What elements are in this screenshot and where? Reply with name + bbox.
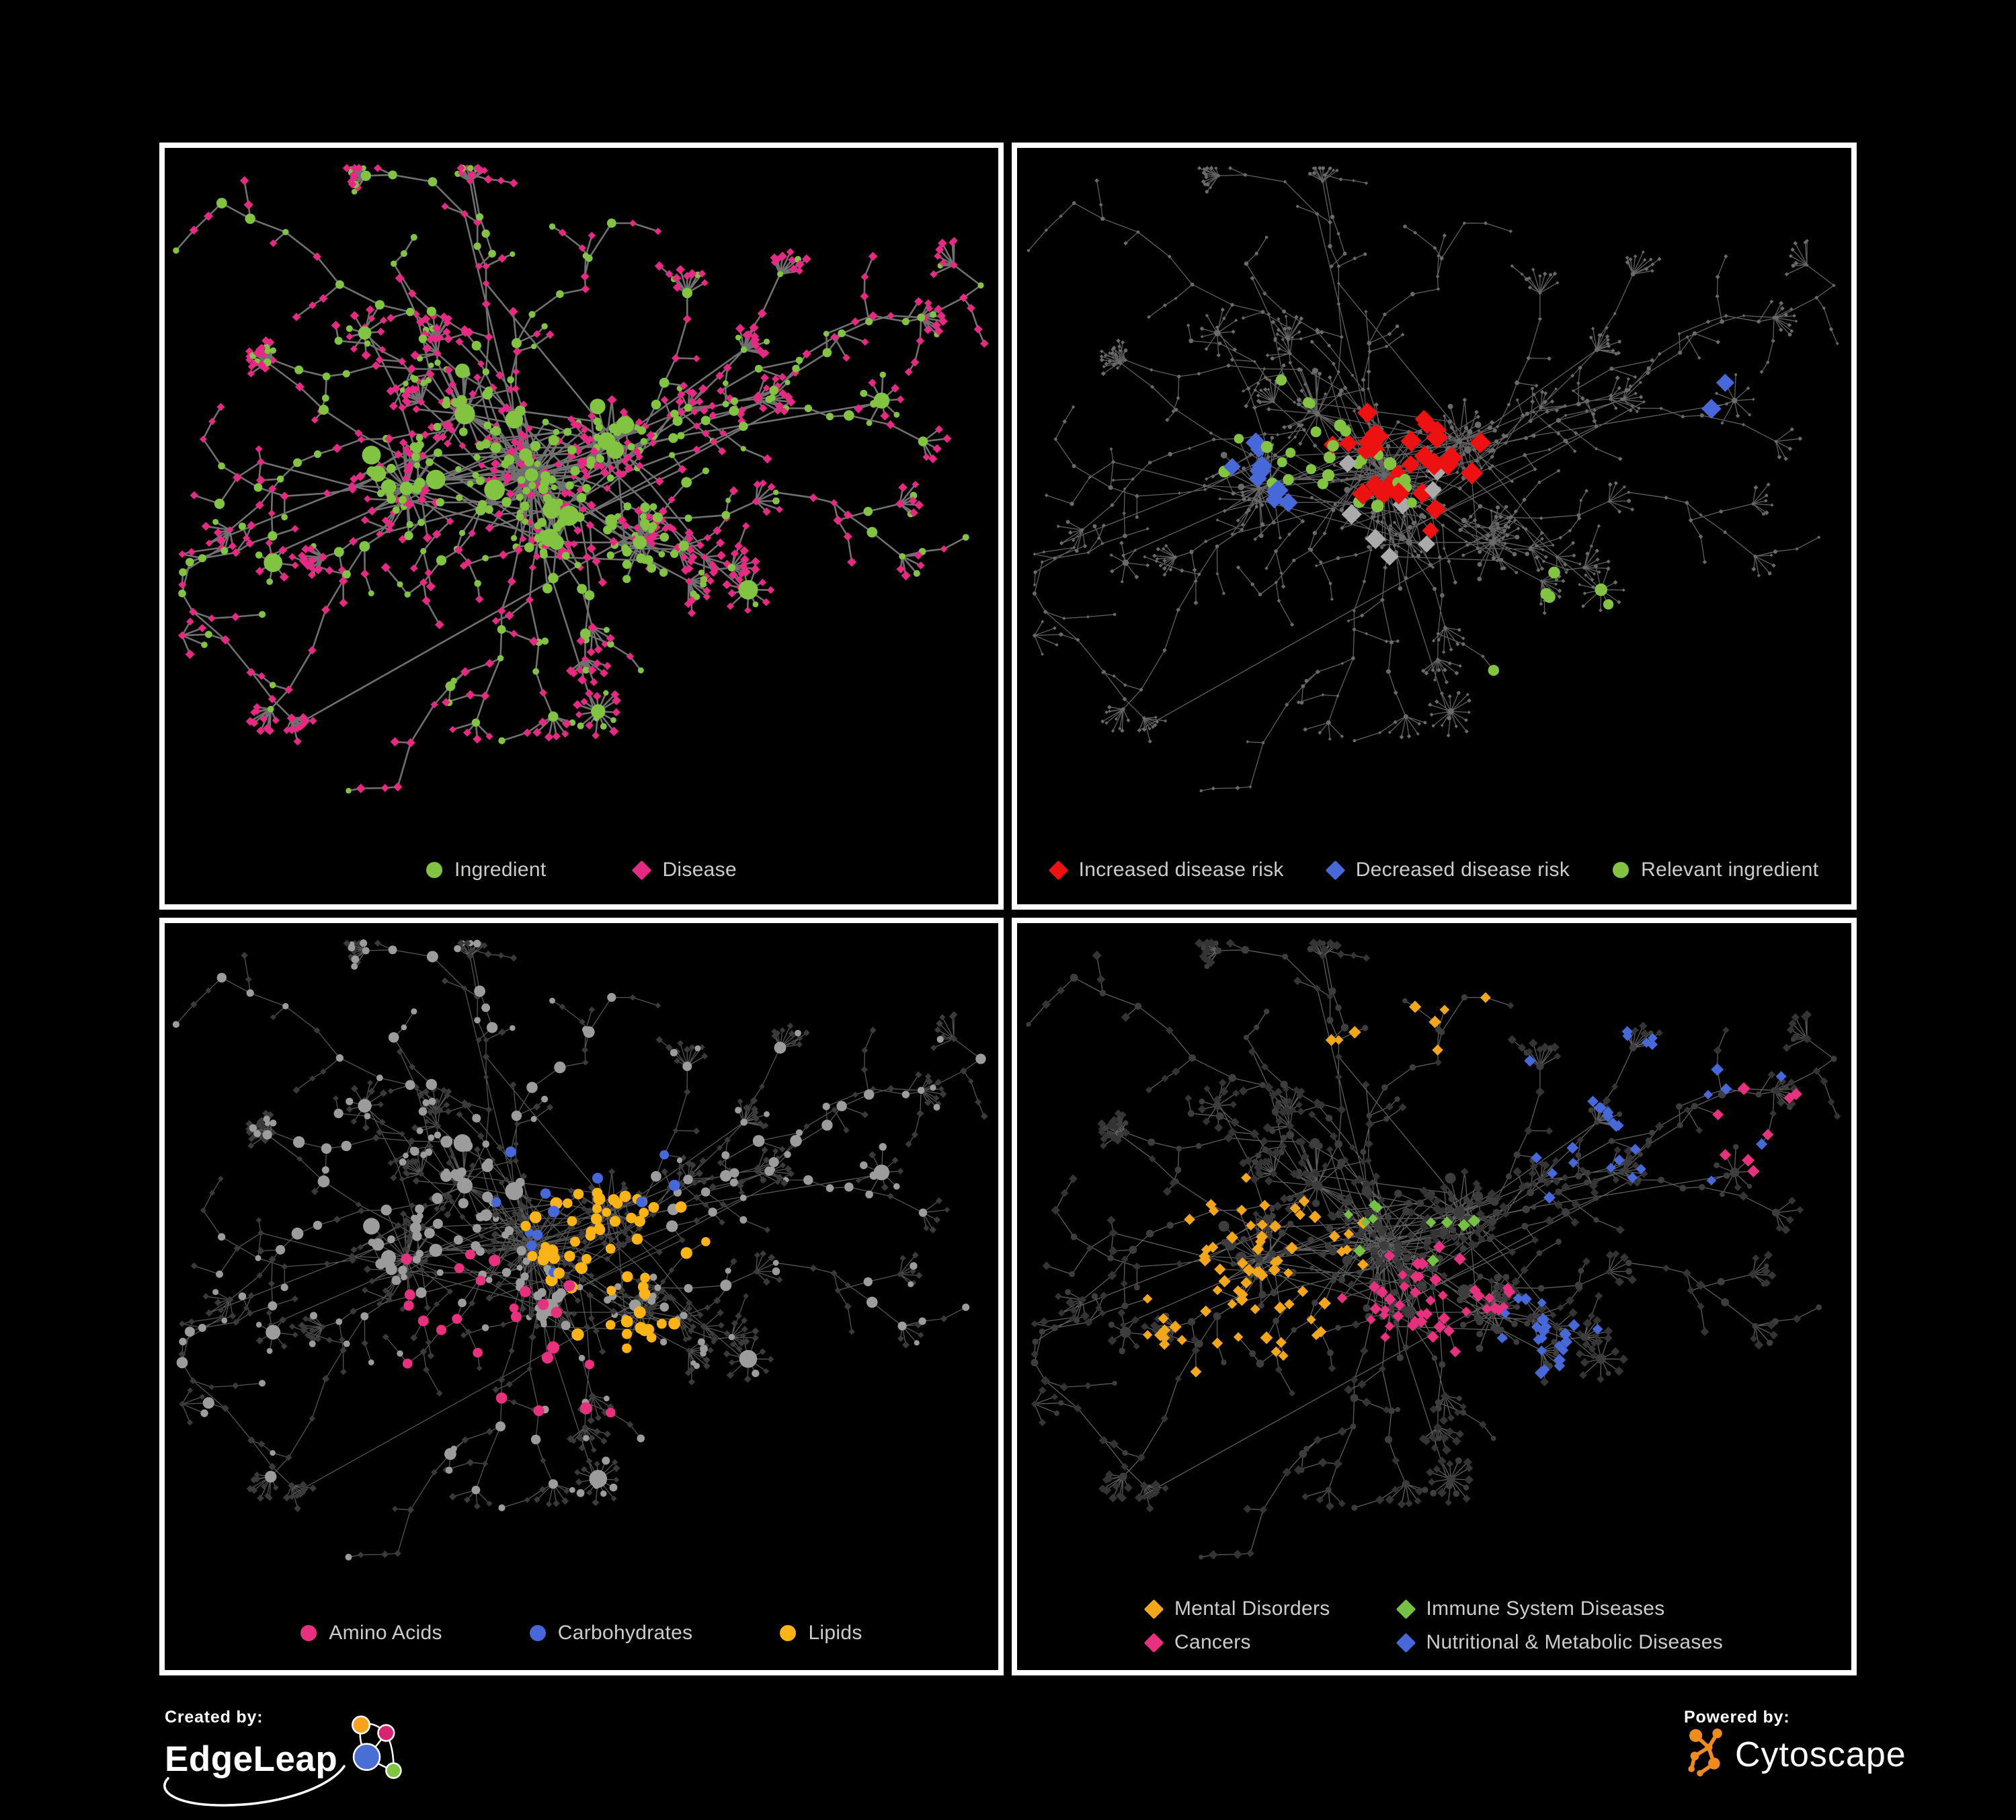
- legend-ingredient-disease: Ingredient Disease: [165, 859, 998, 881]
- legend-item: Carbohydrates: [529, 1622, 693, 1645]
- legend-label: Mental Disorders: [1174, 1597, 1330, 1620]
- legend-disease-risk: Increased disease risk Decreased disease …: [1017, 859, 1851, 881]
- legend-item: Ingredient: [426, 859, 546, 881]
- circle-swatch: [1613, 862, 1629, 878]
- diamond-swatch: [1396, 1599, 1416, 1619]
- legend-label: Amino Acids: [329, 1622, 442, 1644]
- created-by-label: Created by:: [165, 1708, 264, 1727]
- legend-item: Lipids: [780, 1622, 862, 1645]
- diamond-swatch: [1396, 1632, 1416, 1653]
- legend-label: Nutritional & Metabolic Diseases: [1426, 1631, 1723, 1653]
- legend-item: Increased disease risk: [1048, 859, 1284, 881]
- network-canvas-disease-class: [1026, 938, 1841, 1560]
- network-canvas-disease-risk: [1026, 165, 1839, 793]
- legend-label: Decreased disease risk: [1355, 859, 1570, 881]
- legend-label: Increased disease risk: [1078, 859, 1284, 881]
- legend-item: Immune System Diseases: [1396, 1597, 1723, 1620]
- legend-label: Lipids: [808, 1622, 862, 1644]
- panel-compound-class-network: Amino Acids Carbohydrates Lipids: [159, 918, 1004, 1675]
- legend-label: Disease: [662, 859, 737, 881]
- legend-disease-class: Mental Disorders Immune System Diseases Ca…: [1017, 1597, 1851, 1654]
- legend-item: Amino Acids: [300, 1622, 442, 1645]
- diamond-swatch: [1143, 1632, 1164, 1653]
- diamond-swatch: [632, 860, 652, 880]
- legend-item: Decreased disease risk: [1325, 859, 1570, 881]
- cytoscape-logo-icon: [1688, 1729, 1722, 1777]
- cytoscape-brand: Cytoscape: [1735, 1735, 1906, 1774]
- panel-disease-class-network: Mental Disorders Immune System Diseases Ca…: [1012, 918, 1857, 1675]
- panel-ingredient-disease-network: Ingredient Disease: [159, 143, 1004, 910]
- legend-label: Carbohydrates: [557, 1622, 693, 1644]
- legend-item: Relevant ingredient: [1613, 859, 1818, 881]
- circle-swatch: [780, 1625, 797, 1641]
- powered-by-block: Powered by: Cytoscape: [1684, 1708, 1966, 1802]
- diamond-swatch: [1143, 1599, 1164, 1619]
- legend-item: Cancers: [1143, 1631, 1330, 1654]
- network-canvas-ingredient-disease: [173, 163, 989, 794]
- legend-label: Cancers: [1174, 1631, 1251, 1653]
- panel-disease-risk-network: Increased disease risk Decreased disease …: [1012, 143, 1857, 910]
- legend-item: Disease: [632, 859, 737, 881]
- powered-by-label: Powered by:: [1684, 1708, 1790, 1727]
- diamond-swatch: [1048, 860, 1068, 880]
- circle-swatch: [529, 1625, 546, 1641]
- diamond-swatch: [1325, 860, 1346, 880]
- legend-label: Relevant ingredient: [1641, 859, 1819, 881]
- created-by-block: Created by: EdgeLeap: [163, 1708, 487, 1809]
- legend-item: Mental Disorders: [1143, 1597, 1330, 1620]
- legend-label: Immune System Diseases: [1426, 1597, 1665, 1620]
- edgeleap-brand: EdgeLeap: [165, 1739, 338, 1779]
- legend-compound-class: Amino Acids Carbohydrates Lipids: [165, 1622, 998, 1645]
- legend-item: Nutritional & Metabolic Diseases: [1396, 1631, 1723, 1654]
- circle-swatch: [426, 862, 443, 878]
- legend-label: Ingredient: [454, 859, 547, 881]
- edgeleap-logo-icon: [352, 1715, 402, 1779]
- network-canvas-compound-class: [172, 939, 988, 1560]
- circle-swatch: [300, 1625, 317, 1641]
